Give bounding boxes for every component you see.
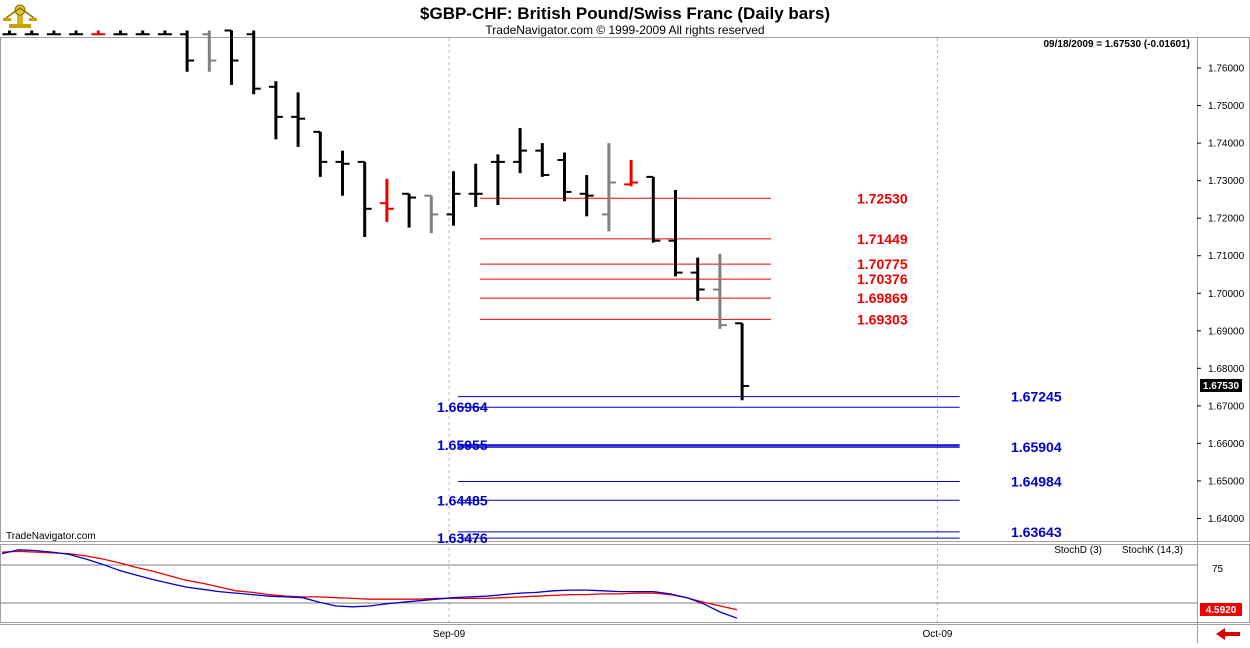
- stoch-d-legend: StochD (3): [1054, 545, 1102, 556]
- price-tick-label-5: 1.71000: [1208, 251, 1245, 262]
- price-bar-4: [91, 30, 106, 36]
- price-bars: [2, 29, 750, 401]
- chart-title: $GBP-CHF: British Pound/Swiss Franc (Dai…: [420, 4, 830, 23]
- chart-subtitle: TradeNavigator.com © 1999-2009 All right…: [485, 23, 764, 37]
- stoch-k-legend: StochK (14,3): [1122, 545, 1183, 556]
- price-bar-27: [601, 143, 616, 232]
- price-tick-label-6: 1.70000: [1208, 289, 1245, 300]
- price-tick-label-9: 1.67000: [1208, 401, 1245, 412]
- date-axis: Sep-09 Oct-09: [433, 629, 953, 640]
- level-label-4: 1.69869: [857, 290, 908, 306]
- price-tick-label-10: 1.66000: [1208, 439, 1245, 450]
- price-bar-29: [646, 175, 661, 243]
- price-bar-25: [557, 152, 572, 202]
- date-tick-label-1: Oct-09: [922, 629, 952, 640]
- stoch-legend: StochD (3) StochK (14,3): [1054, 545, 1183, 556]
- price-bar-11: [246, 30, 261, 95]
- last-price-label: 1.67530: [1203, 381, 1240, 392]
- logo-icon: [3, 4, 37, 28]
- price-bar-9: [202, 30, 217, 72]
- price-tick-label-4: 1.72000: [1208, 214, 1245, 225]
- level-label-9: 1.65904: [1011, 439, 1062, 455]
- price-bar-13: [291, 92, 306, 147]
- price-bar-8: [180, 30, 195, 72]
- price-bar-3: [69, 30, 84, 36]
- stochastic-lines: [0, 549, 1197, 619]
- price-tick-label-1: 1.75000: [1208, 101, 1245, 112]
- price-bar-23: [513, 128, 528, 174]
- price-tick-label-7: 1.69000: [1208, 326, 1245, 337]
- stoch-d-line: [1, 550, 738, 611]
- level-label-7: 1.66964: [437, 399, 488, 415]
- stoch-last-tag: 4.5920: [1200, 603, 1242, 616]
- price-bar-21: [468, 163, 483, 207]
- price-tick-label-3: 1.73000: [1208, 176, 1245, 187]
- price-bar-28: [624, 159, 639, 187]
- price-bar-30: [668, 190, 683, 277]
- level-label-6: 1.67245: [1011, 389, 1062, 405]
- price-bar-24: [535, 143, 550, 177]
- date-gridlines: [448, 38, 938, 624]
- price-bar-1: [24, 30, 39, 36]
- stoch-k-line: [1, 549, 738, 619]
- price-bar-33: [735, 322, 750, 401]
- level-label-2: 1.70775: [857, 256, 908, 272]
- price-tick-label-0: 1.76000: [1208, 64, 1245, 75]
- price-tick-label-12: 1.64000: [1208, 514, 1245, 525]
- price-panel-frame: [0, 37, 1250, 542]
- price-bar-14: [313, 130, 328, 177]
- price-axis: 1.76000 1.75000 1.74000 1.73000 1.72000 1.710…: [1197, 64, 1245, 525]
- level-label-11: 1.64485: [437, 492, 488, 508]
- price-bar-12: [268, 81, 283, 140]
- price-bar-22: [490, 154, 505, 206]
- price-bar-20: [446, 171, 461, 226]
- price-bar-16: [357, 160, 372, 237]
- price-bar-31: [690, 257, 705, 301]
- price-bar-6: [135, 30, 150, 36]
- price-bar-32: [712, 253, 727, 329]
- price-tick-label-11: 1.65000: [1208, 476, 1245, 487]
- price-bar-18: [402, 192, 417, 228]
- level-label-12: 1.63643: [1011, 524, 1062, 540]
- stoch-last-label: 4.5920: [1206, 605, 1237, 616]
- price-bar-26: [579, 175, 594, 217]
- level-label-0: 1.72530: [857, 190, 908, 206]
- price-bar-0: [2, 30, 17, 36]
- date-tick-label-0: Sep-09: [433, 629, 466, 640]
- stoch-ref-label: 75: [1212, 564, 1224, 575]
- price-bar-5: [113, 30, 128, 36]
- watermark: TradeNavigator.com: [6, 531, 96, 542]
- level-label-1: 1.71449: [857, 231, 908, 247]
- level-label-13: 1.63476: [437, 530, 488, 546]
- level-label-8: 1.65955: [437, 437, 488, 453]
- stoch-panel-frame: [0, 544, 1250, 623]
- price-bar-10: [224, 29, 239, 85]
- price-bar-15: [335, 150, 350, 196]
- price-bar-7: [157, 30, 172, 36]
- price-tick-label-2: 1.74000: [1208, 139, 1245, 150]
- level-label-3: 1.70376: [857, 271, 908, 287]
- price-tick-label-8: 1.68000: [1208, 364, 1245, 375]
- level-label-10: 1.64984: [1011, 474, 1062, 490]
- price-readout: 09/18/2009 = 1.67530 (-0.01601): [1043, 39, 1190, 50]
- last-price-tag: 1.67530: [1200, 378, 1242, 392]
- level-label-5: 1.69303: [857, 311, 908, 327]
- price-bar-19: [424, 194, 439, 234]
- price-bar-17: [379, 178, 394, 222]
- scroll-left-arrow-icon[interactable]: [1212, 627, 1244, 641]
- price-bar-2: [46, 30, 61, 36]
